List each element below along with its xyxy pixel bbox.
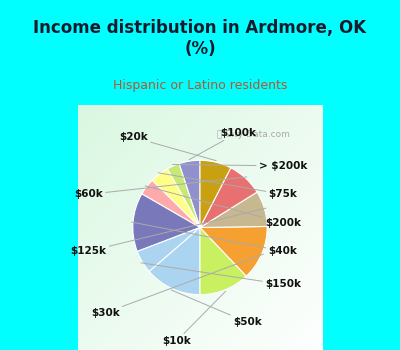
Text: Income distribution in Ardmore, OK
(%): Income distribution in Ardmore, OK (%)	[34, 19, 366, 58]
Wedge shape	[167, 164, 200, 228]
Wedge shape	[200, 192, 267, 228]
Text: $10k: $10k	[162, 291, 226, 346]
Wedge shape	[179, 160, 200, 228]
Text: $20k: $20k	[119, 132, 216, 161]
Wedge shape	[133, 194, 200, 251]
Wedge shape	[152, 169, 200, 228]
Text: $30k: $30k	[91, 254, 264, 318]
Text: $150k: $150k	[141, 263, 301, 289]
Text: $60k: $60k	[74, 177, 247, 199]
Wedge shape	[137, 228, 200, 272]
Text: $50k: $50k	[172, 290, 262, 327]
Text: $125k: $125k	[70, 208, 266, 256]
Text: $75k: $75k	[158, 173, 298, 199]
Text: > $200k: > $200k	[172, 161, 307, 171]
Text: ⓘ City-Data.com: ⓘ City-Data.com	[218, 130, 290, 139]
Wedge shape	[200, 228, 246, 295]
Text: $100k: $100k	[189, 128, 256, 160]
Text: Hispanic or Latino residents: Hispanic or Latino residents	[113, 79, 287, 92]
Wedge shape	[149, 228, 200, 295]
Text: $200k: $200k	[145, 186, 301, 228]
Wedge shape	[142, 180, 200, 228]
Wedge shape	[200, 168, 257, 228]
Wedge shape	[200, 160, 231, 228]
Wedge shape	[200, 226, 267, 276]
Text: $40k: $40k	[132, 222, 298, 256]
